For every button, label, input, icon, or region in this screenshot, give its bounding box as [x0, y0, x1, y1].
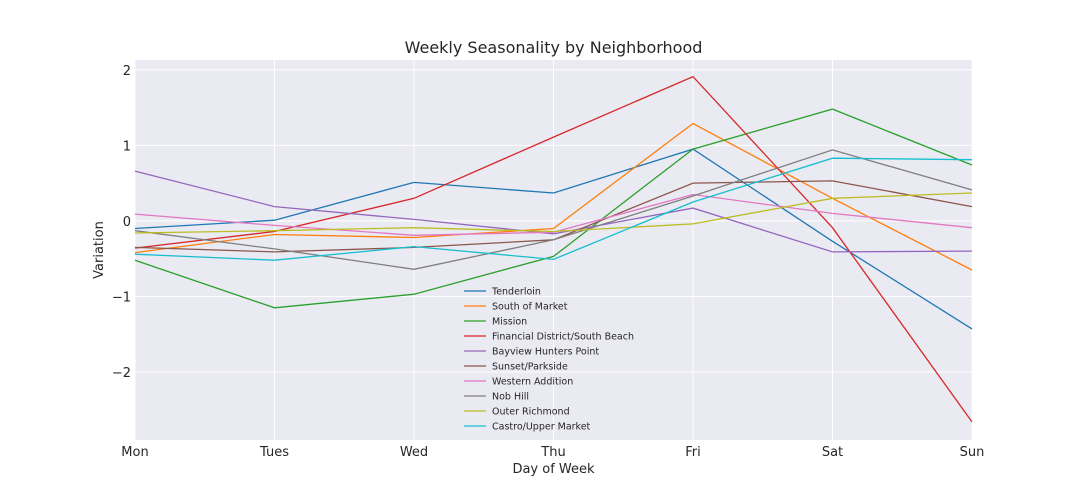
legend-label: Bayview Hunters Point	[492, 347, 599, 358]
y-axis-ticks: 2 1 0 −1 −2	[112, 64, 131, 381]
legend-label: Outer Richmond	[492, 407, 570, 418]
y-tick-label: 2	[123, 64, 131, 79]
y-tick-label: 0	[123, 215, 131, 230]
x-tick-label: Tues	[259, 445, 289, 460]
x-tick-label: Fri	[685, 445, 701, 460]
legend-label: Tenderloin	[491, 287, 541, 298]
series-line-1	[134, 148, 973, 330]
x-tick-label: Wed	[400, 445, 428, 460]
legend-label: South of Market	[492, 302, 568, 313]
series-line-9	[134, 192, 973, 234]
x-tick-label: Sun	[960, 445, 985, 460]
series-line-8	[134, 149, 973, 270]
legend-label: Nob Hill	[492, 392, 529, 403]
y-tick-label: −2	[112, 366, 131, 381]
grid-lines	[134, 60, 973, 440]
chart-title: Weekly Seasonality by Neighborhood	[405, 38, 703, 57]
y-tick-label: 1	[123, 139, 131, 154]
series-line-3	[134, 108, 973, 309]
y-tick-label: −1	[112, 290, 131, 305]
series-line-7	[134, 193, 973, 236]
legend-label: Financial District/South Beach	[492, 332, 634, 343]
series-line-5	[134, 170, 973, 253]
series-line-10	[134, 157, 973, 261]
series-lines	[134, 75, 973, 423]
x-axis-label: Day of Week	[512, 462, 595, 477]
x-tick-label: Thu	[540, 445, 565, 460]
series-line-4	[134, 75, 973, 423]
legend-label: Sunset/Parkside	[492, 362, 568, 373]
legend-label: Castro/Upper Market	[492, 422, 591, 433]
legend-label: Western Addition	[492, 377, 573, 388]
x-tick-label: Mon	[121, 445, 148, 460]
y-axis-label: Variation	[92, 221, 107, 279]
legend-label: Mission	[492, 317, 527, 328]
legend: Tenderloin South of Market Mission Financia…	[464, 287, 634, 433]
x-tick-label: Sat	[822, 445, 843, 460]
x-axis-ticks: Mon Tues Wed Thu Fri Sat Sun	[121, 445, 984, 460]
